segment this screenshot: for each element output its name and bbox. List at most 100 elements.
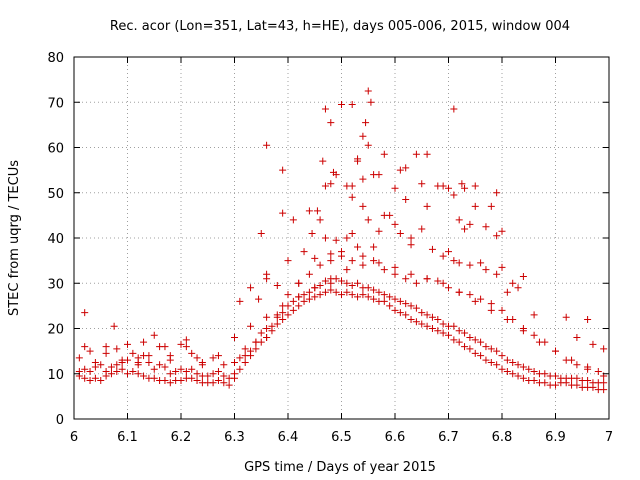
data-point bbox=[252, 345, 260, 353]
data-point bbox=[402, 300, 410, 308]
data-point bbox=[493, 347, 501, 355]
data-point bbox=[134, 358, 142, 366]
data-point bbox=[327, 286, 335, 294]
data-point bbox=[279, 302, 287, 310]
data-point bbox=[594, 367, 602, 375]
data-point bbox=[209, 379, 217, 387]
chart-title: Rec. acor (Lon=351, Lat=43, h=HE), days … bbox=[110, 19, 570, 34]
data-point bbox=[182, 367, 190, 375]
data-point bbox=[279, 309, 287, 317]
data-point bbox=[129, 367, 137, 375]
data-point bbox=[188, 349, 196, 357]
data-point bbox=[434, 277, 442, 285]
data-point bbox=[113, 361, 121, 369]
data-point bbox=[316, 216, 324, 224]
data-point bbox=[407, 270, 415, 278]
data-point bbox=[319, 157, 327, 165]
data-point bbox=[102, 349, 110, 357]
data-point bbox=[231, 370, 238, 378]
data-point bbox=[236, 365, 244, 373]
data-point bbox=[348, 229, 356, 237]
data-point bbox=[359, 291, 367, 299]
data-point bbox=[257, 229, 265, 237]
data-point bbox=[348, 257, 356, 265]
data-point bbox=[279, 315, 287, 323]
data-point bbox=[525, 365, 533, 373]
data-point bbox=[391, 220, 399, 228]
data-point bbox=[343, 266, 351, 274]
data-point bbox=[482, 356, 490, 364]
grid-lines bbox=[74, 57, 609, 419]
data-point bbox=[514, 284, 522, 292]
data-point bbox=[204, 372, 212, 380]
x-tick-label: 6.5 bbox=[331, 430, 352, 445]
data-point bbox=[220, 372, 228, 380]
x-tick-label: 7 bbox=[605, 430, 613, 445]
data-point bbox=[455, 338, 463, 346]
data-point bbox=[503, 288, 511, 296]
data-point bbox=[514, 372, 522, 380]
data-point bbox=[321, 288, 329, 296]
data-point bbox=[391, 295, 399, 303]
data-point bbox=[423, 311, 431, 319]
data-point bbox=[166, 356, 174, 364]
data-point bbox=[316, 291, 324, 299]
data-point bbox=[86, 347, 94, 355]
data-point bbox=[193, 354, 201, 362]
data-point bbox=[359, 261, 367, 269]
data-point bbox=[445, 331, 452, 339]
data-point bbox=[407, 302, 415, 310]
data-point bbox=[182, 336, 190, 344]
data-point bbox=[134, 370, 142, 378]
data-point bbox=[530, 331, 538, 339]
data-point bbox=[177, 377, 185, 385]
data-point bbox=[380, 266, 388, 274]
data-point bbox=[124, 340, 131, 348]
data-point bbox=[300, 248, 308, 256]
data-point bbox=[434, 315, 442, 323]
data-point bbox=[568, 356, 576, 364]
x-axis-label: GPS time / Days of year 2015 bbox=[244, 460, 436, 475]
data-point bbox=[161, 363, 169, 371]
data-point bbox=[445, 248, 452, 256]
data-point bbox=[562, 313, 570, 321]
data-point bbox=[300, 297, 308, 305]
data-point bbox=[81, 374, 89, 382]
data-point bbox=[354, 243, 362, 251]
data-point bbox=[503, 367, 511, 375]
data-point bbox=[418, 309, 426, 317]
data-point bbox=[450, 257, 458, 265]
data-point bbox=[466, 334, 474, 342]
data-point bbox=[268, 322, 276, 330]
data-point bbox=[338, 101, 345, 109]
data-point bbox=[407, 315, 415, 323]
data-point bbox=[332, 236, 340, 244]
data-point bbox=[498, 352, 506, 360]
data-point bbox=[308, 229, 316, 237]
data-point bbox=[321, 277, 329, 285]
data-point bbox=[364, 284, 372, 292]
data-point bbox=[530, 367, 538, 375]
data-point bbox=[241, 345, 249, 353]
data-point bbox=[375, 259, 383, 267]
data-point bbox=[402, 275, 410, 283]
data-point bbox=[386, 211, 394, 219]
data-point bbox=[503, 315, 511, 323]
data-point bbox=[362, 119, 370, 127]
data-point bbox=[305, 270, 313, 278]
data-point bbox=[418, 320, 426, 328]
data-point bbox=[209, 354, 217, 362]
data-point bbox=[428, 245, 436, 253]
data-point bbox=[541, 370, 549, 378]
data-point bbox=[150, 331, 158, 339]
data-point bbox=[273, 282, 281, 290]
data-point bbox=[348, 193, 356, 201]
data-point bbox=[402, 311, 410, 319]
data-point bbox=[263, 334, 271, 342]
y-tick-label: 40 bbox=[47, 232, 64, 247]
data-point bbox=[375, 171, 383, 179]
data-point bbox=[450, 105, 458, 113]
data-point bbox=[461, 343, 469, 351]
data-point bbox=[182, 343, 190, 351]
data-point bbox=[300, 291, 308, 299]
